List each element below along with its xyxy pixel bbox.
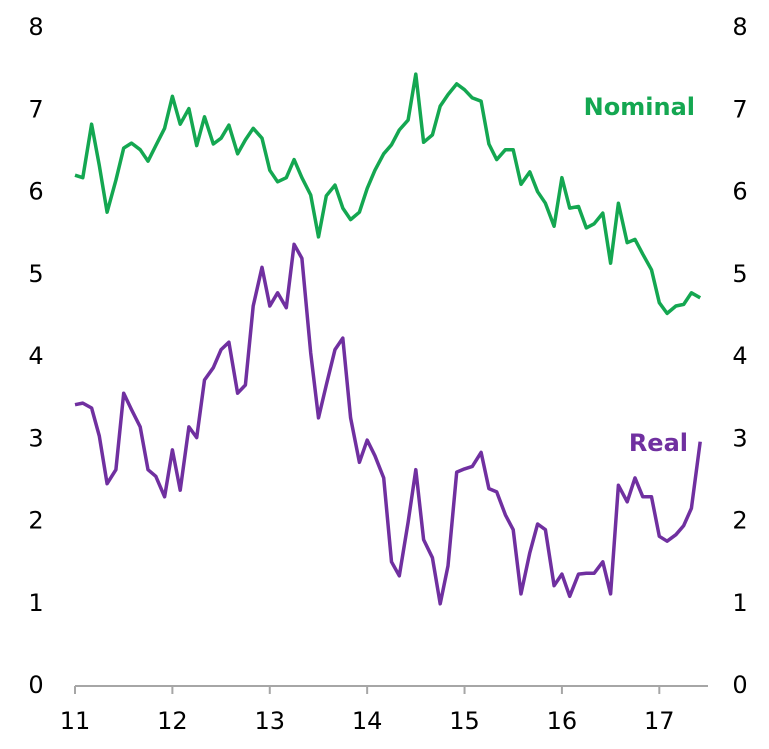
x-tick-label: 15 xyxy=(449,707,480,735)
x-tick-label: 17 xyxy=(644,707,675,735)
y-tick-label: 5 xyxy=(28,260,43,288)
y2-tick-label: 1 xyxy=(732,589,747,617)
x-tick-label: 13 xyxy=(254,707,285,735)
y2-tick-label: 0 xyxy=(732,671,747,699)
line-series xyxy=(74,72,702,316)
y-tick-label: 2 xyxy=(28,507,43,535)
y-tick-label: 1 xyxy=(28,589,43,617)
x-tick-label: 12 xyxy=(157,707,188,735)
x-tick-label: 16 xyxy=(547,707,578,735)
y2-tick-label: 5 xyxy=(732,260,747,288)
y-tick-label: 4 xyxy=(28,342,43,370)
y2-tick-label: 2 xyxy=(732,507,747,535)
x-tick-label: 14 xyxy=(352,707,383,735)
y2-tick-label: 3 xyxy=(732,424,747,452)
y-tick-label: 3 xyxy=(28,424,43,452)
y-tick-label: 7 xyxy=(28,95,43,123)
y2-tick-label: 8 xyxy=(732,13,747,41)
y2-tick-label: 4 xyxy=(732,342,747,370)
y-tick-label: 0 xyxy=(28,671,43,699)
y-tick-label: 8 xyxy=(28,13,43,41)
x-tick-label: 11 xyxy=(60,707,91,735)
line-series xyxy=(74,242,702,606)
y-tick-label: 6 xyxy=(28,178,43,206)
series-label: Real xyxy=(629,429,688,457)
series-label: Nominal xyxy=(584,93,695,121)
y2-tick-label: 6 xyxy=(732,178,747,206)
y2-tick-label: 7 xyxy=(732,95,747,123)
